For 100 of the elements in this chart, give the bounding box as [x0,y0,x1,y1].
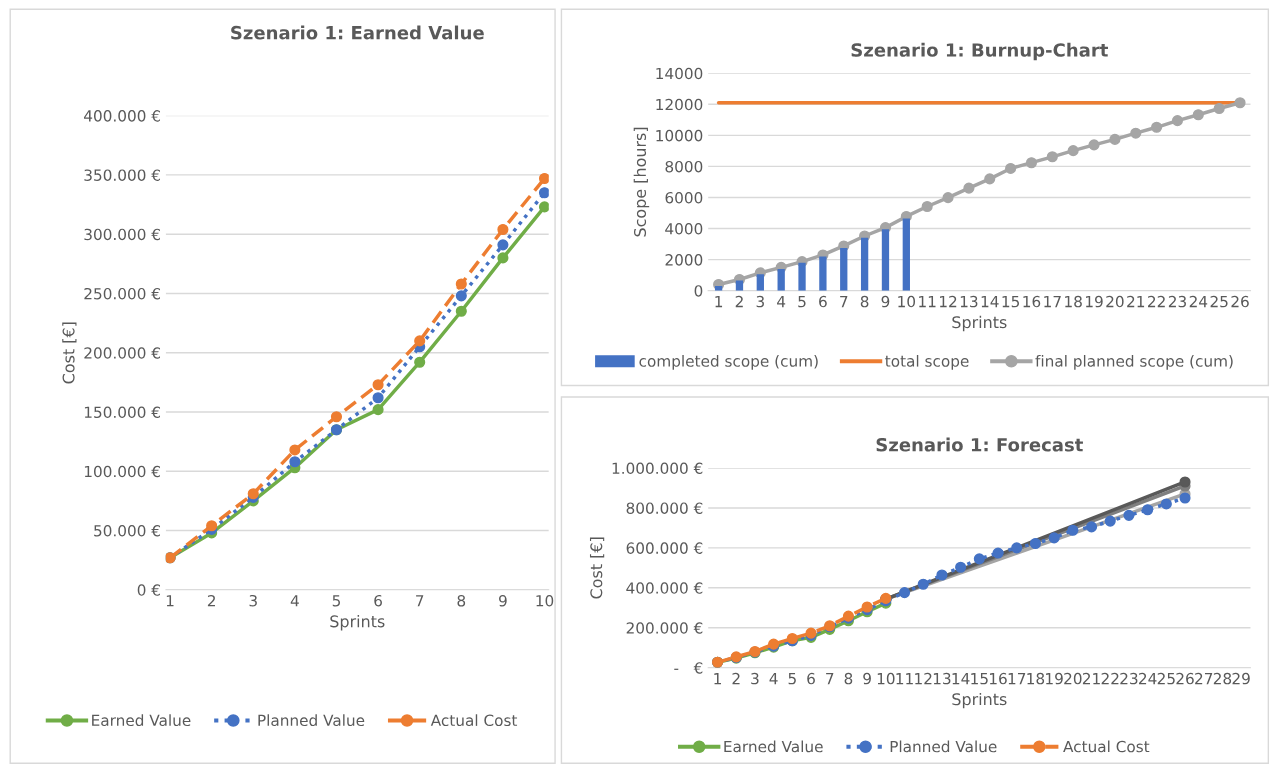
y-tick-label: 6000 [665,191,703,204]
y-tick-label: 400.000 € [626,582,703,594]
legend-label: Actual Cost [1063,740,1150,753]
x-tick-label: 7 [840,296,848,308]
legend-label: completed scope (cum) [639,354,818,370]
x-tick-label: 25 [1157,672,1175,685]
x-tick-label: 20 [1106,295,1124,308]
chart-title: Szenario 1: Earned Value [231,25,484,40]
legend-label: Planned Value [258,714,365,727]
x-tick-label: 20 [1064,672,1082,685]
x-tick-label: 23 [1168,295,1186,308]
x-tick-label: 12 [940,295,957,308]
y-tick-label: 2000 [665,254,703,266]
legend-label: final planned scope (cum) [1035,354,1233,370]
y-tick-label: 8000 [665,160,703,173]
x-tick-label: 22 [1101,672,1119,685]
x-tick-label: 15 [1002,296,1019,308]
x-tick-label: 1 [714,673,721,685]
x-tick-label: 4 [769,673,778,685]
y-tick-label: 4000 [665,223,703,235]
x-tick-label: 7 [826,673,834,685]
y-tick-label: 50.000 € [94,525,160,537]
y-tick-label: 10000 [656,129,703,142]
y-tick-label: 800.000 € [626,502,703,514]
legend-label: Earned Value [92,714,191,727]
x-tick-label: 10 [877,672,895,685]
y-tick-label: 600.000 € [626,542,703,554]
x-tick-label: 4 [290,595,299,607]
x-tick-label: 5 [788,673,796,685]
y-tick-label: 1.000.000 € [612,462,703,475]
x-tick-label: 7 [416,595,424,607]
x-axis-title: Sprints [952,692,1007,709]
y-tick-label: 300.000 € [84,228,160,241]
x-tick-label: 3 [249,594,257,607]
x-tick-label: 2 [732,672,740,685]
x-tick-label: 26 [1231,295,1249,308]
x-tick-label: 21 [1127,295,1145,308]
x-tick-label: 15 [971,673,988,685]
y-tick-label: 100.000 € [84,465,160,478]
x-tick-label: 26 [1176,672,1194,685]
x-tick-label: 28 [1213,672,1232,685]
chart-title: Szenario 1: Forecast [876,437,1083,452]
legend-label: Earned Value [724,740,823,753]
x-tick-label: 22 [1148,295,1165,308]
x-axis-title: Sprints [330,615,385,631]
x-tick-label: 16 [1023,295,1041,308]
x-tick-label: 25 [1210,295,1228,308]
x-tick-label: 18 [1027,672,1045,685]
x-tick-label: 8 [457,594,466,607]
y-tick-label: 12000 [656,98,703,111]
x-tick-label: 17 [1044,296,1061,308]
x-tick-label: 1 [166,595,174,607]
x-tick-label: 4 [777,296,786,308]
x-tick-label: 24 [1189,295,1208,308]
x-tick-label: 19 [1086,295,1103,308]
x-tick-label: 5 [332,595,340,607]
x-tick-label: 1 [715,296,723,308]
x-tick-label: 23 [1120,672,1138,685]
y-axis-title: Cost [€] [62,322,77,384]
x-tick-label: 11 [896,673,913,685]
y-axis-title: Scope [hours] [633,127,650,237]
x-tick-label: 24 [1139,672,1157,685]
x-tick-label: 6 [819,295,827,308]
x-tick-label: 29 [1232,672,1250,685]
x-tick-label: 3 [751,672,759,685]
chart-title: Szenario 1: Burnup-Chart [851,42,1108,61]
x-tick-label: 17 [1008,673,1026,685]
y-tick-label: 250.000 € [84,287,160,300]
y-tick-label: 14000 [656,67,703,80]
legend-label: Planned Value [890,740,997,753]
legend-label: Actual Cost [430,714,518,727]
x-tick-label: 8 [860,295,869,308]
x-tick-label: 13 [933,672,951,685]
y-tick-label: 0 € [137,584,160,596]
x-tick-label: 10 [898,295,916,308]
x-tick-label: 11 [919,296,936,308]
x-tick-label: 6 [374,594,382,607]
x-tick-label: 8 [844,672,853,685]
y-tick-label: 400.000 € [84,110,160,122]
x-tick-label: 27 [1195,672,1213,685]
x-tick-label: 14 [952,673,970,685]
y-tick-label: 350.000 € [84,169,160,181]
y-tick-label: 200.000 € [626,622,703,634]
x-tick-label: 9 [863,672,871,685]
y-tick-label: - € [674,662,703,674]
x-tick-label: 18 [1065,295,1082,308]
x-tick-label: 3 [756,295,764,308]
x-tick-label: 19 [1046,672,1063,685]
x-tick-label: 9 [881,295,890,308]
x-tick-label: 6 [807,672,815,685]
x-tick-label: 21 [1082,672,1100,685]
y-axis-title: Cost [€] [589,537,605,599]
y-tick-label: 0 [694,285,703,297]
x-tick-label: 2 [207,594,215,607]
x-tick-label: 13 [960,295,978,308]
x-tick-label: 10 [536,594,554,607]
x-tick-label: 12 [915,672,932,685]
x-tick-label: 16 [989,672,1007,685]
x-tick-label: 14 [981,296,999,308]
x-tick-label: 9 [499,594,507,607]
